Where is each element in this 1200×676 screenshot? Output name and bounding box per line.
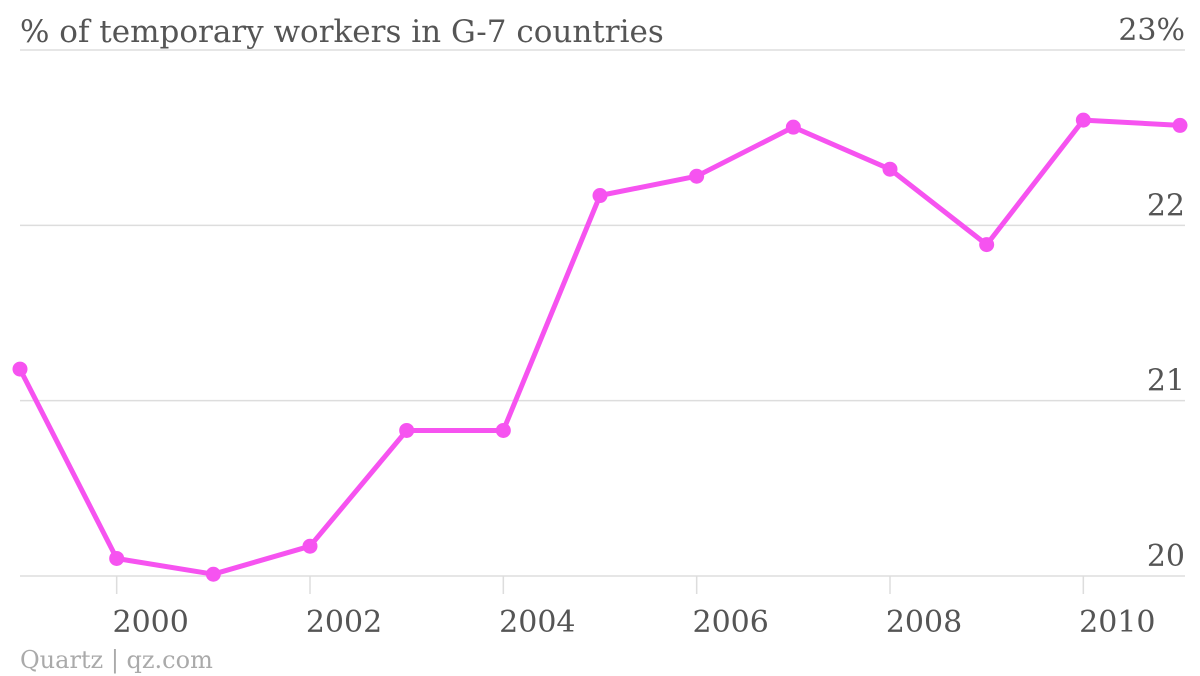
x-tick-label: 2000 bbox=[112, 605, 188, 640]
data-point bbox=[12, 361, 28, 377]
data-point bbox=[1172, 117, 1188, 133]
y-tick-label: 22 bbox=[1147, 188, 1185, 223]
x-tick-label: 2002 bbox=[306, 605, 382, 640]
y-tick-label: 21 bbox=[1147, 364, 1185, 399]
gridlines bbox=[20, 49, 1185, 577]
data-point bbox=[495, 422, 511, 438]
data-point bbox=[689, 168, 705, 184]
data-point bbox=[109, 550, 125, 566]
data-point bbox=[882, 161, 898, 177]
y-axis-labels: 20 21 22 23% bbox=[1118, 13, 1185, 574]
x-tick-label: 2006 bbox=[692, 605, 768, 640]
data-point bbox=[205, 566, 221, 582]
y-tick-label: 20 bbox=[1147, 539, 1185, 574]
x-tick-label: 2008 bbox=[886, 605, 962, 640]
x-axis-ticks bbox=[115, 576, 1085, 594]
data-point bbox=[979, 237, 995, 253]
source-credit: Quartz | qz.com bbox=[20, 646, 213, 675]
data-point bbox=[1075, 112, 1091, 128]
x-tick-label: 2010 bbox=[1079, 605, 1155, 640]
data-point bbox=[302, 538, 318, 554]
data-point bbox=[399, 422, 415, 438]
data-point bbox=[592, 188, 608, 204]
x-axis-labels: 2000 2002 2004 2006 2008 2010 bbox=[112, 605, 1155, 640]
series-layer bbox=[12, 112, 1188, 582]
data-point bbox=[785, 119, 801, 135]
y-tick-label: 23% bbox=[1118, 13, 1185, 48]
x-tick-label: 2004 bbox=[499, 605, 575, 640]
chart-title: % of temporary workers in G-7 countries bbox=[20, 14, 664, 50]
